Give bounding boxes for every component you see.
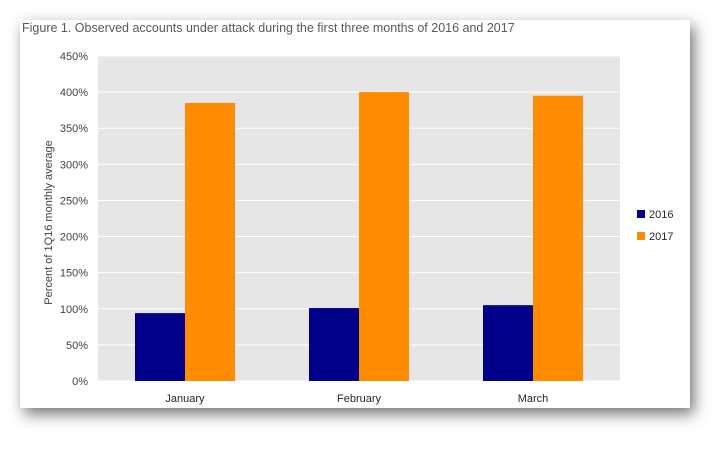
x-axis: January February March: [165, 393, 548, 405]
x-category-label: February: [337, 393, 382, 405]
y-tick-label: 150%: [60, 268, 88, 280]
y-tick-label: 200%: [60, 232, 88, 244]
y-axis: 0% 50% 100% 150% 200% 250% 300% 350% 400% 450% Per…: [43, 51, 88, 388]
y-tick-label: 50%: [66, 340, 88, 352]
legend-label-2017: 2017: [649, 231, 673, 243]
bar-2016-march: [483, 305, 533, 381]
x-category-label: January: [165, 393, 205, 405]
y-tick-label: 0%: [72, 376, 88, 388]
y-tick-label: 450%: [60, 51, 88, 63]
bar-2016-february: [309, 308, 359, 381]
legend: 2016 2017: [637, 209, 673, 243]
y-tick-label: 100%: [60, 304, 88, 316]
bar-2017-january: [185, 102, 235, 381]
y-tick-label: 250%: [60, 195, 88, 207]
legend-label-2016: 2016: [649, 209, 673, 221]
y-axis-title: Percent of 1Q16 monthly average: [43, 140, 55, 304]
bar-2016-january: [135, 313, 185, 381]
bar-2017-february: [359, 92, 409, 381]
y-tick-label: 350%: [60, 123, 88, 135]
bars: [135, 92, 583, 381]
y-tick-label: 300%: [60, 159, 88, 171]
x-category-label: March: [518, 393, 549, 405]
legend-swatch-2016: [637, 210, 645, 218]
legend-swatch-2017: [637, 232, 645, 240]
y-tick-label: 400%: [60, 87, 88, 99]
figure-title: Figure 1. Observed accounts under attack…: [22, 21, 515, 35]
bar-2017-march: [533, 95, 583, 381]
